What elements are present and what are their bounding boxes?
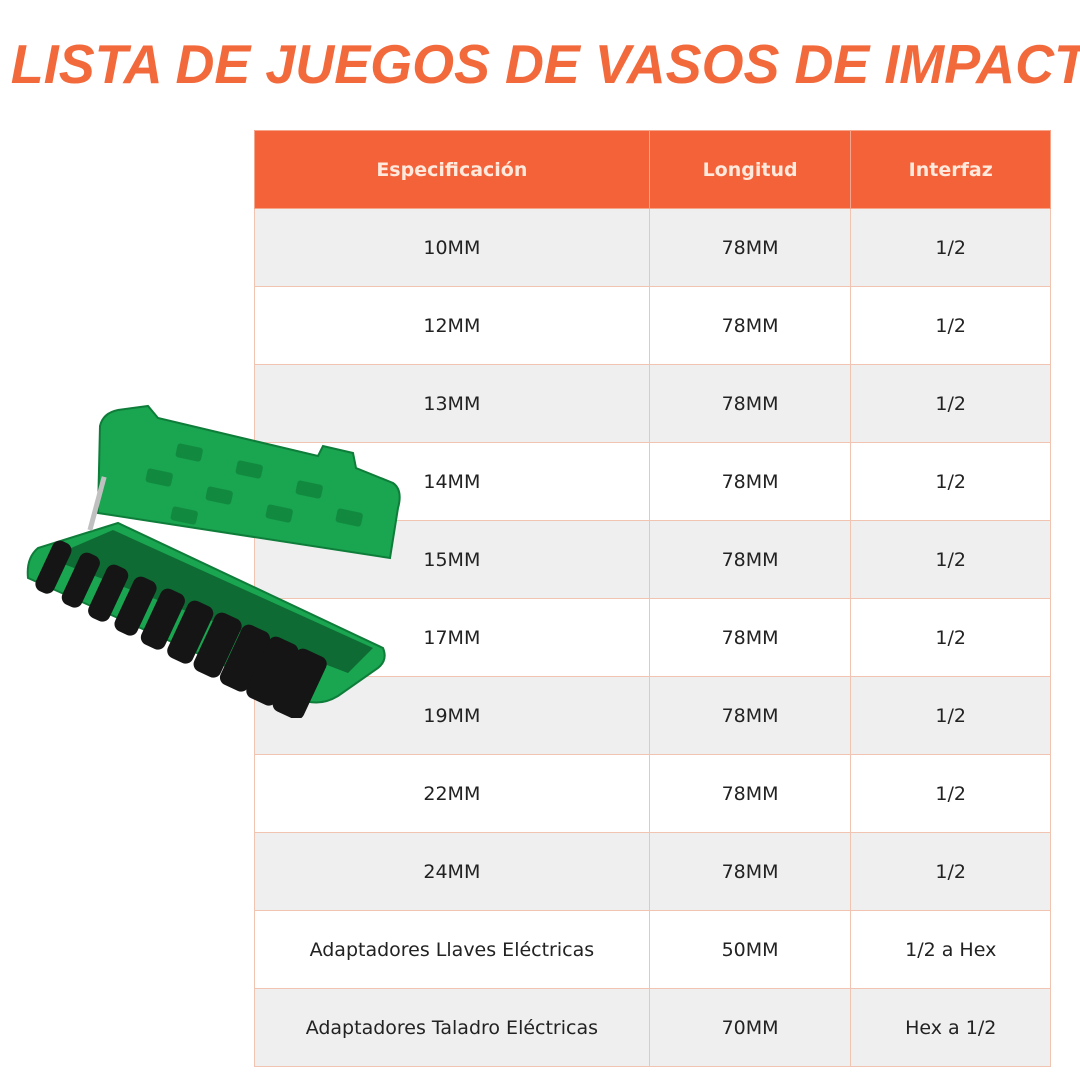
cell-interface: 1/2 [850, 520, 1051, 599]
cell-length: 78MM [648, 442, 852, 521]
socket [167, 600, 214, 664]
table-row: Adaptadores Taladro Eléctricas 70MM Hex a … [254, 988, 1051, 1067]
cell-interface: 1/2 [850, 364, 1051, 443]
cell-interface: 1/2 [850, 832, 1051, 911]
cell-length: 78MM [648, 754, 852, 833]
cell-length: 78MM [648, 208, 852, 287]
socket [88, 564, 129, 622]
page-title: LISTA DE JUEGOS DE VASOS DE IMPACTO [10, 33, 1080, 95]
table-row: 13MM 78MM 1/2 [254, 364, 1051, 443]
cell-interface: 1/2 [850, 442, 1051, 521]
table-row: 17MM 78MM 1/2 [254, 598, 1051, 677]
cell-length: 78MM [648, 286, 852, 365]
socket [272, 648, 327, 718]
spec-table: Especificación Longitud Interfaz 10MM 78M… [254, 130, 1051, 1067]
sockets [35, 540, 327, 718]
table-row: 22MM 78MM 1/2 [254, 754, 1051, 833]
cell-interface: 1/2 [850, 754, 1051, 833]
cell-spec: 13MM [254, 364, 650, 443]
socket [246, 636, 299, 706]
table-row: 10MM 78MM 1/2 [254, 208, 1051, 287]
table-header-row: Especificación Longitud Interfaz [254, 130, 1051, 209]
cell-spec: 12MM [254, 286, 650, 365]
cell-spec: 19MM [254, 676, 650, 755]
cell-length: 78MM [648, 676, 852, 755]
header-especificacion: Especificación [254, 130, 650, 209]
cell-spec: Adaptadores Llaves Eléctricas [254, 910, 650, 989]
socket [61, 552, 100, 608]
header-interfaz: Interfaz [850, 130, 1051, 209]
cell-spec: 22MM [254, 754, 650, 833]
cell-length: 70MM [648, 988, 852, 1067]
table-row: 12MM 78MM 1/2 [254, 286, 1051, 365]
table-row: 19MM 78MM 1/2 [254, 676, 1051, 755]
socket [193, 612, 242, 678]
cell-length: 78MM [648, 832, 852, 911]
socket-set-case-image [26, 404, 401, 718]
socket [219, 624, 271, 692]
cell-spec: 10MM [254, 208, 650, 287]
socket [35, 540, 72, 594]
cell-spec: Adaptadores Taladro Eléctricas [254, 988, 650, 1067]
table-row: 24MM 78MM 1/2 [254, 832, 1051, 911]
cell-interface: 1/2 [850, 208, 1051, 287]
cell-interface: 1/2 [850, 598, 1051, 677]
cell-spec: 24MM [254, 832, 650, 911]
cell-interface: 1/2 [850, 676, 1051, 755]
socket [140, 588, 185, 650]
cell-spec: 15MM [254, 520, 650, 599]
cell-interface: 1/2 [850, 286, 1051, 365]
header-longitud: Longitud [648, 130, 852, 209]
cell-length: 50MM [648, 910, 852, 989]
cell-length: 78MM [648, 598, 852, 677]
cell-interface: 1/2 a Hex [850, 910, 1051, 989]
table-row: 15MM 78MM 1/2 [254, 520, 1051, 599]
table-row: Adaptadores Llaves Eléctricas 50MM 1/2 a H… [254, 910, 1051, 989]
cell-spec: 17MM [254, 598, 650, 677]
cell-interface: Hex a 1/2 [850, 988, 1051, 1067]
socket [114, 576, 157, 636]
cell-length: 78MM [648, 364, 852, 443]
case-lid [96, 404, 401, 560]
adapter [87, 476, 107, 531]
cell-length: 78MM [648, 520, 852, 599]
